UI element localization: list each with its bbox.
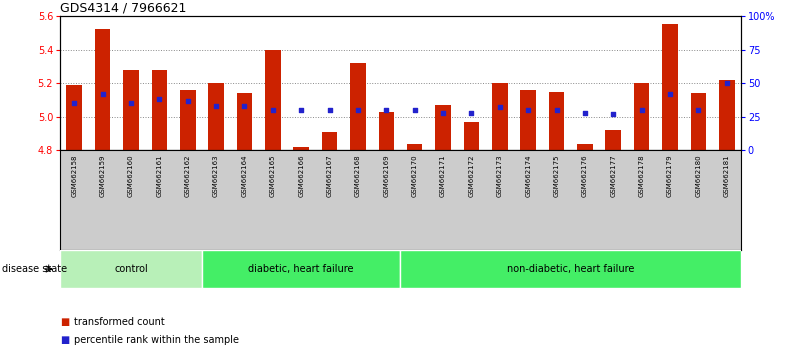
Text: GSM662168: GSM662168	[355, 154, 361, 197]
Text: GSM662161: GSM662161	[156, 154, 163, 197]
Text: GSM662163: GSM662163	[213, 154, 219, 197]
Point	[493, 104, 506, 110]
Text: GSM662160: GSM662160	[128, 154, 134, 197]
Bar	[208, 83, 224, 150]
Bar	[662, 24, 678, 150]
Text: GSM662171: GSM662171	[440, 154, 446, 197]
Point	[409, 107, 421, 113]
Point	[210, 103, 223, 109]
Point	[550, 107, 563, 113]
Bar	[236, 93, 252, 150]
Bar	[407, 144, 422, 150]
Text: disease state: disease state	[2, 264, 67, 274]
Bar	[606, 130, 621, 150]
FancyBboxPatch shape	[202, 250, 400, 288]
Bar	[549, 92, 565, 150]
Point	[125, 101, 138, 106]
Point	[323, 107, 336, 113]
Text: GSM662179: GSM662179	[667, 154, 673, 197]
Text: GSM662162: GSM662162	[185, 154, 191, 197]
Point	[578, 110, 591, 116]
Point	[153, 97, 166, 102]
Text: GSM662169: GSM662169	[384, 154, 389, 197]
Point	[607, 111, 620, 117]
Bar	[719, 80, 735, 150]
Bar	[634, 83, 650, 150]
Point	[295, 107, 308, 113]
Text: GSM662158: GSM662158	[71, 154, 77, 197]
Point	[635, 107, 648, 113]
Point	[267, 107, 280, 113]
Bar	[151, 70, 167, 150]
Bar	[265, 50, 280, 150]
Bar	[180, 90, 195, 150]
Bar	[293, 147, 309, 150]
FancyBboxPatch shape	[60, 250, 202, 288]
Text: GSM662170: GSM662170	[412, 154, 417, 197]
Text: percentile rank within the sample: percentile rank within the sample	[74, 335, 239, 345]
Text: GSM662173: GSM662173	[497, 154, 503, 197]
Point	[181, 98, 194, 103]
Text: diabetic, heart failure: diabetic, heart failure	[248, 264, 354, 274]
Point	[465, 110, 478, 116]
Bar	[435, 105, 451, 150]
Text: control: control	[114, 264, 148, 274]
Point	[720, 80, 733, 86]
Point	[68, 101, 81, 106]
Text: GSM662167: GSM662167	[327, 154, 332, 197]
Text: GSM662164: GSM662164	[241, 154, 248, 197]
Point	[663, 91, 676, 97]
Bar	[66, 85, 82, 150]
Text: GSM662165: GSM662165	[270, 154, 276, 197]
Point	[352, 107, 364, 113]
Text: GDS4314 / 7966621: GDS4314 / 7966621	[60, 2, 187, 15]
Text: GSM662175: GSM662175	[553, 154, 560, 197]
Text: GSM662159: GSM662159	[99, 154, 106, 197]
Text: transformed count: transformed count	[74, 317, 165, 327]
Text: GSM662177: GSM662177	[610, 154, 616, 197]
Text: ■: ■	[60, 317, 70, 327]
Text: GSM662174: GSM662174	[525, 154, 531, 197]
Point	[692, 107, 705, 113]
Point	[437, 110, 449, 116]
Bar	[322, 132, 337, 150]
Point	[521, 107, 534, 113]
Bar	[521, 90, 536, 150]
Bar	[690, 93, 706, 150]
Text: GSM662181: GSM662181	[724, 154, 730, 197]
FancyBboxPatch shape	[400, 250, 741, 288]
Bar	[123, 70, 139, 150]
Text: GSM662172: GSM662172	[469, 154, 474, 197]
Text: GSM662176: GSM662176	[582, 154, 588, 197]
Bar	[379, 112, 394, 150]
Point	[238, 103, 251, 109]
Text: GSM662180: GSM662180	[695, 154, 702, 197]
Point	[96, 91, 109, 97]
Bar	[492, 83, 508, 150]
Bar	[95, 29, 111, 150]
Bar	[464, 122, 479, 150]
Point	[380, 107, 392, 113]
Bar	[577, 144, 593, 150]
Bar	[350, 63, 366, 150]
Text: ■: ■	[60, 335, 70, 345]
Text: non-diabetic, heart failure: non-diabetic, heart failure	[507, 264, 634, 274]
Text: GSM662166: GSM662166	[298, 154, 304, 197]
Text: GSM662178: GSM662178	[638, 154, 645, 197]
